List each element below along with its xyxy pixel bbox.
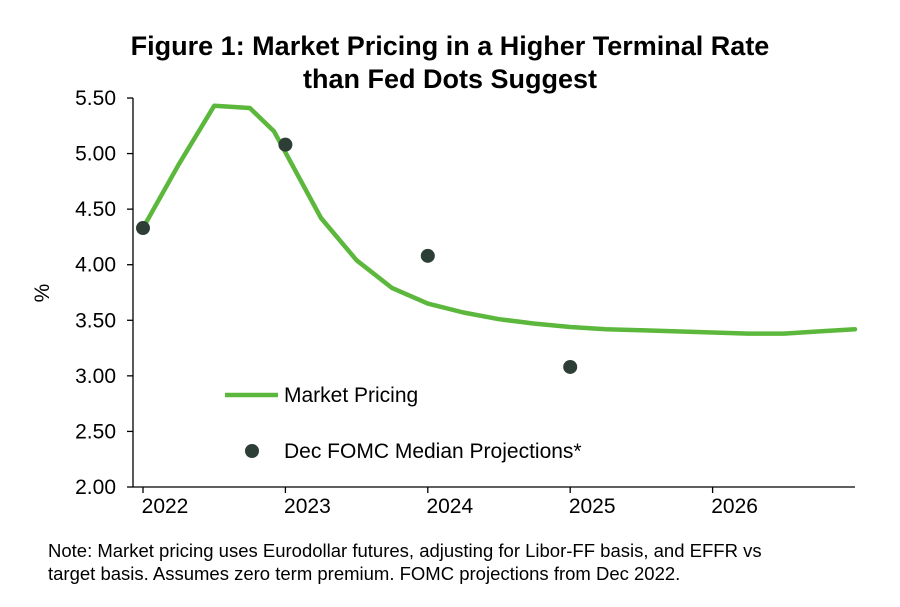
- legend-label-market-pricing: Market Pricing: [284, 384, 418, 407]
- chart-title: Figure 1: Market Pricing in a Higher Ter…: [0, 30, 900, 96]
- y-tick-label: 4.50: [75, 198, 116, 221]
- legend-label-fomc: Dec FOMC Median Projections*: [284, 440, 582, 463]
- y-tick-label: 3.00: [75, 365, 116, 388]
- legend-dot-swatch: [245, 444, 259, 458]
- chart-title-line-2: than Fed Dots Suggest: [302, 64, 597, 94]
- fomc-projection-point: [278, 137, 293, 152]
- x-tick-label: 2024: [426, 495, 473, 518]
- y-tick-label: 2.50: [75, 420, 116, 443]
- y-tick-label: 2.00: [75, 476, 116, 499]
- y-tick-label: 3.50: [75, 309, 116, 332]
- chart-title-line-1: Figure 1: Market Pricing in a Higher Ter…: [130, 31, 770, 61]
- footnote-line-2: target basis. Assumes zero term premium.…: [48, 563, 681, 584]
- x-tick-label: 2022: [142, 495, 189, 518]
- x-tick-label: 2023: [284, 495, 331, 518]
- fomc-projection-point: [563, 359, 578, 374]
- y-tick-label: 5.00: [75, 143, 116, 166]
- x-tick-label: 2025: [569, 495, 616, 518]
- fomc-projection-point: [136, 221, 150, 236]
- y-axis-label: %: [31, 284, 54, 303]
- fomc-projection-point: [420, 248, 435, 263]
- chart-footnote: Note: Market pricing uses Eurodollar fut…: [48, 539, 888, 585]
- y-tick-label: 4.00: [75, 254, 116, 277]
- footnote-line-1: Note: Market pricing uses Eurodollar fut…: [48, 540, 762, 561]
- y-tick-label: 5.50: [75, 87, 116, 110]
- x-tick-label: 2026: [711, 495, 758, 518]
- market-pricing-line: [140, 103, 858, 336]
